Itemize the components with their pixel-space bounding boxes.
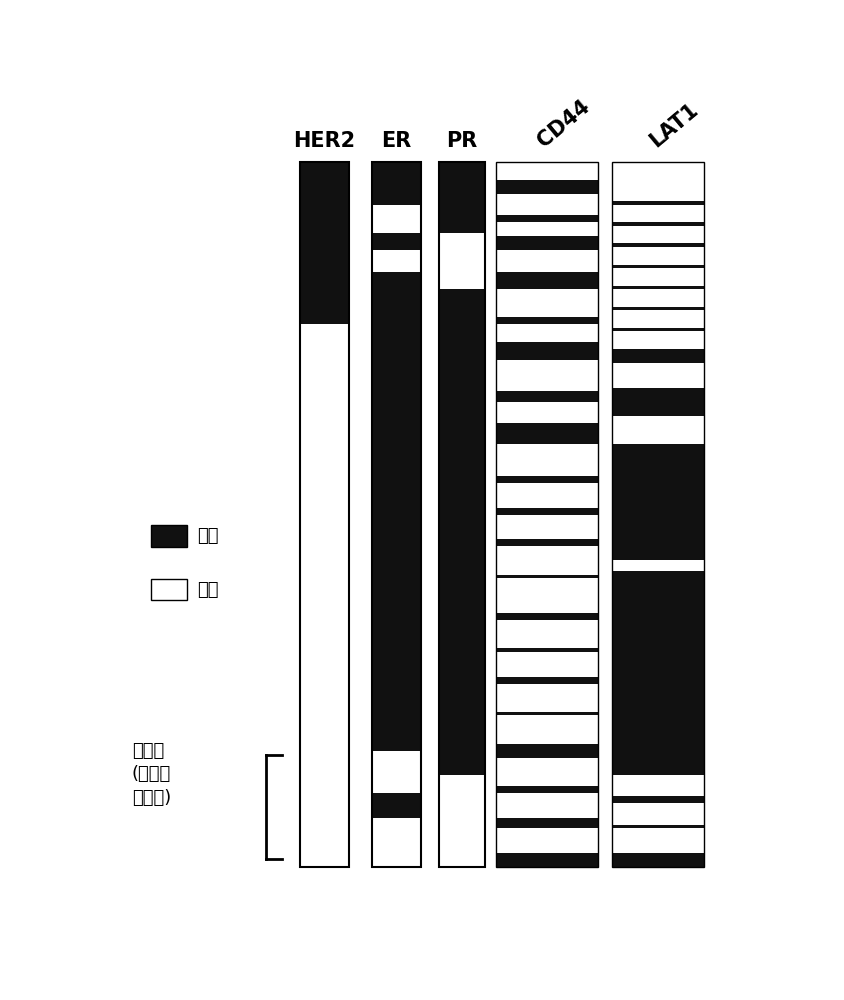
Text: 三阴性: 三阴性	[132, 742, 164, 760]
Bar	[372, 818, 421, 867]
Bar	[496, 402, 598, 423]
Text: ER: ER	[381, 131, 412, 151]
Bar	[613, 775, 704, 796]
Bar	[496, 162, 598, 867]
Bar	[300, 162, 349, 324]
Bar	[372, 205, 421, 233]
Bar	[372, 162, 421, 867]
Bar	[613, 247, 704, 265]
Bar	[439, 162, 485, 867]
Text: (最恶性: (最恶性	[132, 766, 171, 784]
Bar	[496, 684, 598, 712]
Bar	[496, 828, 598, 853]
Bar	[613, 205, 704, 222]
Bar	[372, 250, 421, 272]
Bar	[372, 279, 421, 751]
Text: 阳性: 阳性	[197, 527, 219, 545]
Bar	[613, 803, 704, 825]
Bar	[372, 272, 421, 279]
Bar	[372, 751, 421, 793]
Bar	[439, 775, 485, 867]
Bar	[496, 578, 598, 613]
Bar	[372, 162, 421, 205]
Bar	[613, 363, 704, 388]
Text: 阴性: 阴性	[197, 581, 219, 599]
Bar	[496, 652, 598, 677]
Bar	[613, 416, 704, 444]
Bar	[496, 250, 598, 272]
Bar	[496, 620, 598, 648]
Bar	[613, 162, 704, 867]
Bar	[496, 483, 598, 508]
Bar	[300, 324, 349, 867]
Text: CD44: CD44	[534, 96, 594, 151]
Text: PR: PR	[446, 131, 478, 151]
Bar	[496, 289, 598, 317]
Bar	[496, 162, 598, 867]
Bar	[496, 360, 598, 391]
Bar	[613, 331, 704, 349]
Text: 的病例): 的病例)	[132, 789, 171, 807]
Bar	[613, 162, 704, 201]
Bar	[439, 162, 485, 233]
Bar	[496, 324, 598, 342]
Bar	[613, 310, 704, 328]
Bar	[613, 828, 704, 853]
Bar	[151, 525, 187, 547]
Bar	[613, 289, 704, 307]
Bar	[613, 560, 704, 571]
Bar	[151, 579, 187, 600]
Bar	[613, 226, 704, 243]
Bar	[496, 793, 598, 818]
Text: HER2: HER2	[294, 131, 355, 151]
Bar	[372, 793, 421, 818]
Bar	[439, 233, 485, 289]
Bar	[439, 289, 485, 775]
Bar	[496, 162, 598, 180]
Bar	[613, 162, 704, 867]
Bar	[613, 268, 704, 286]
Bar	[496, 515, 598, 539]
Bar	[496, 715, 598, 744]
Text: LAT1: LAT1	[646, 99, 701, 151]
Bar	[496, 194, 598, 215]
Bar	[496, 546, 598, 575]
Bar	[496, 444, 598, 476]
Bar	[496, 758, 598, 786]
Bar	[496, 222, 598, 236]
Bar	[372, 233, 421, 250]
Bar	[300, 162, 349, 867]
